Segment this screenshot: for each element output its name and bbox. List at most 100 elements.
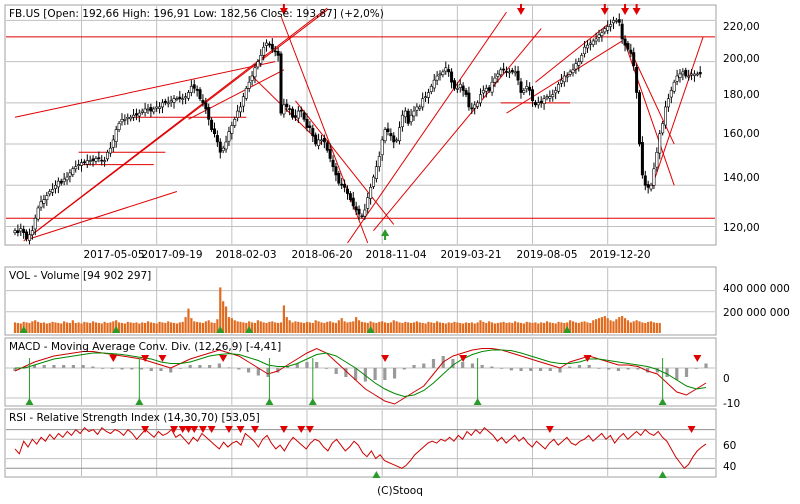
candle-body <box>554 90 558 94</box>
volume-bar <box>262 322 265 333</box>
candle-body <box>533 102 537 106</box>
candle-body <box>458 83 462 88</box>
volume-bar <box>274 322 277 333</box>
volume-bar <box>655 322 658 333</box>
date-tick-label: 2017-05-05 <box>83 249 144 261</box>
trend-channel-line <box>650 36 704 190</box>
volume-bar <box>551 322 554 333</box>
rsi-ytick-label: 60 <box>723 440 736 452</box>
rsi-overbought-marker-icon <box>224 426 233 433</box>
date-tick-label: 2017-09-19 <box>141 249 202 261</box>
candle-body <box>383 129 387 142</box>
volume-bar <box>505 322 508 333</box>
volume-bar <box>126 321 129 333</box>
volume-bar <box>470 322 473 333</box>
volume-bar <box>493 323 497 333</box>
sell-arrow-icon <box>516 4 525 15</box>
buy-marker-icon <box>19 326 28 333</box>
candle-body <box>354 206 358 211</box>
volume-bar <box>355 317 358 333</box>
candle-body <box>559 79 563 84</box>
candle-body <box>345 188 349 194</box>
candle-body <box>611 20 615 24</box>
candle-body <box>661 123 665 134</box>
volume-bar <box>473 323 476 333</box>
macd-histogram-bar <box>13 368 17 371</box>
volume-bar <box>236 321 239 333</box>
volume-bar <box>525 321 528 333</box>
rsi-overbought-marker-icon <box>250 426 259 433</box>
candle-body <box>253 67 257 78</box>
volume-bar <box>230 318 233 333</box>
sell-arrow-icon <box>632 4 641 15</box>
macd-histogram-bar <box>188 365 192 368</box>
macd-histogram-bar <box>130 368 134 370</box>
volume-bar <box>91 321 95 333</box>
macd-macd-line <box>14 347 707 405</box>
volume-bar <box>277 322 280 333</box>
candle-body <box>166 102 170 105</box>
candle-body <box>265 42 269 46</box>
rsi-overbought-marker-icon <box>141 426 150 433</box>
candle-body <box>478 94 482 104</box>
trend-channel-line <box>347 11 507 244</box>
candle-body <box>262 46 266 56</box>
candle-body <box>421 98 425 108</box>
macd-histogram-bar <box>373 368 377 380</box>
candle-body <box>496 73 500 77</box>
candle-body <box>233 119 237 126</box>
candle-body <box>42 199 46 204</box>
candle-body <box>392 135 396 143</box>
candle-body <box>626 43 630 50</box>
candle-body <box>25 231 29 240</box>
volume-bar <box>349 321 352 333</box>
volume-bar <box>39 322 43 333</box>
price-title: FB.US [Open: 192,66 High: 196,91 Low: 18… <box>9 8 384 20</box>
candle-body <box>525 86 529 90</box>
candle-body <box>247 81 251 89</box>
volume-bar <box>103 321 106 333</box>
candle-body <box>288 108 292 110</box>
candle-body <box>583 46 587 55</box>
candle-body <box>296 110 300 119</box>
candle-body <box>59 180 63 184</box>
volume-bar <box>184 317 187 333</box>
volume-bar <box>65 322 69 333</box>
macd-histogram-bar <box>305 362 309 368</box>
macd-histogram-bar <box>383 368 387 380</box>
candle-body <box>186 92 190 99</box>
volume-bar <box>453 321 456 333</box>
candle-body <box>406 110 410 124</box>
macd-histogram-bar <box>81 365 85 368</box>
volume-bar <box>132 322 135 333</box>
macd-histogram-bar <box>655 368 659 373</box>
price-panel <box>4 4 717 246</box>
volume-bar <box>331 322 335 333</box>
candle-body <box>357 208 361 215</box>
candle-body <box>241 96 245 107</box>
volume-bar <box>519 322 523 333</box>
volume-bar <box>398 322 401 333</box>
macd-histogram-bar <box>285 366 290 368</box>
macd-histogram-bar <box>354 368 358 380</box>
candle-body <box>198 89 202 100</box>
candle-body <box>22 229 26 233</box>
macd-histogram-bar <box>169 368 173 373</box>
candle-body <box>100 159 104 162</box>
candle-body <box>412 110 416 117</box>
volume-bar <box>213 322 216 333</box>
candle-body <box>597 34 601 38</box>
volume-bar <box>175 323 179 333</box>
candle-body <box>175 98 179 101</box>
rsi-overbought-marker-icon <box>207 426 216 433</box>
volume-bar <box>424 323 427 333</box>
rsi-oversold-marker-icon <box>372 471 381 478</box>
candle-body <box>684 69 688 77</box>
volume-bar <box>412 322 416 333</box>
candle-body <box>212 128 216 135</box>
trend-channel-line <box>621 34 675 186</box>
buy-marker-icon <box>473 398 482 405</box>
volume-bar <box>415 321 418 333</box>
buy-marker-icon <box>658 398 667 405</box>
volume-bar <box>74 322 77 333</box>
